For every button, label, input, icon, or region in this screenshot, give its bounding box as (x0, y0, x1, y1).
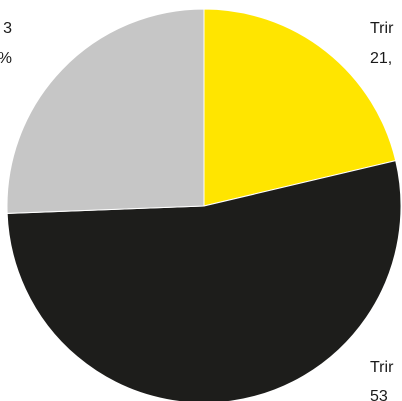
slice-label-3-line2: % (0, 50, 12, 67)
pie-slices (6, 8, 402, 401)
pie-slice-1 (203, 8, 397, 207)
pie-labels: Trir 21, Trir 53 3% (0, 20, 394, 401)
slice-label-1-line2: 21, (370, 50, 392, 67)
slice-label-1-line1: Trir (370, 20, 394, 37)
pie-slice-3 (6, 8, 205, 214)
slice-label-3-line1: 3 (3, 20, 12, 37)
slice-label-2-line2: 53 (370, 388, 388, 401)
pie-slice-2 (6, 160, 402, 401)
slice-label-2-line1: Trir (370, 359, 394, 376)
